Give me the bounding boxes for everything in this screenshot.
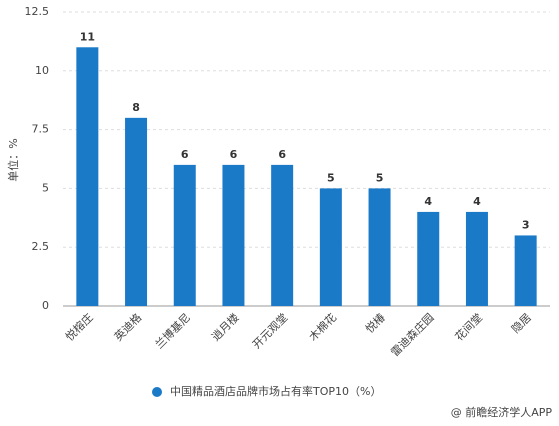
y-tick-label: 2.5 — [32, 240, 50, 253]
value-label: 5 — [376, 171, 384, 184]
x-tick-label: 雷迪森庄园 — [388, 310, 437, 359]
bar — [465, 211, 488, 306]
y-tick-label: 5 — [42, 181, 49, 194]
bar — [125, 117, 148, 306]
bar — [514, 235, 537, 306]
x-tick-label: 逍月楼 — [208, 310, 241, 343]
value-label: 11 — [80, 30, 95, 43]
bar — [319, 188, 342, 306]
x-tick-label: 木棉花 — [306, 310, 339, 343]
legend-marker — [152, 387, 162, 397]
bar — [76, 47, 99, 306]
y-axis-label: 单位：% — [6, 138, 20, 181]
value-label: 3 — [522, 218, 530, 231]
value-label: 6 — [278, 148, 286, 161]
x-tick-label: 兰博基尼 — [153, 311, 193, 351]
source: @ 前瞻经济学人APP — [451, 405, 553, 419]
value-label: 5 — [327, 171, 335, 184]
bar — [417, 211, 440, 306]
y-tick-label: 7.5 — [32, 123, 50, 136]
bar — [173, 164, 196, 306]
bar — [271, 164, 294, 306]
bar — [222, 164, 245, 306]
value-label: 6 — [230, 148, 238, 161]
value-label: 8 — [132, 101, 140, 114]
value-label: 4 — [424, 195, 432, 208]
value-label: 6 — [181, 148, 189, 161]
bar — [368, 188, 391, 306]
value-label: 4 — [473, 195, 481, 208]
x-tick-label: 英迪格 — [111, 310, 144, 343]
x-tick-label: 花间堂 — [453, 311, 486, 344]
y-tick-label: 0 — [42, 299, 49, 312]
x-tick-label: 隐居 — [509, 311, 534, 336]
x-tick-label: 悦榕庄 — [62, 310, 95, 343]
x-tick-label: 悦椿 — [362, 310, 387, 335]
y-tick-label: 10 — [35, 64, 49, 77]
x-tick-label: 开元观堂 — [250, 311, 290, 351]
y-tick-label: 12.5 — [25, 5, 50, 18]
legend-label: 中国精品酒店品牌市场占有率TOP10（%） — [170, 384, 381, 398]
